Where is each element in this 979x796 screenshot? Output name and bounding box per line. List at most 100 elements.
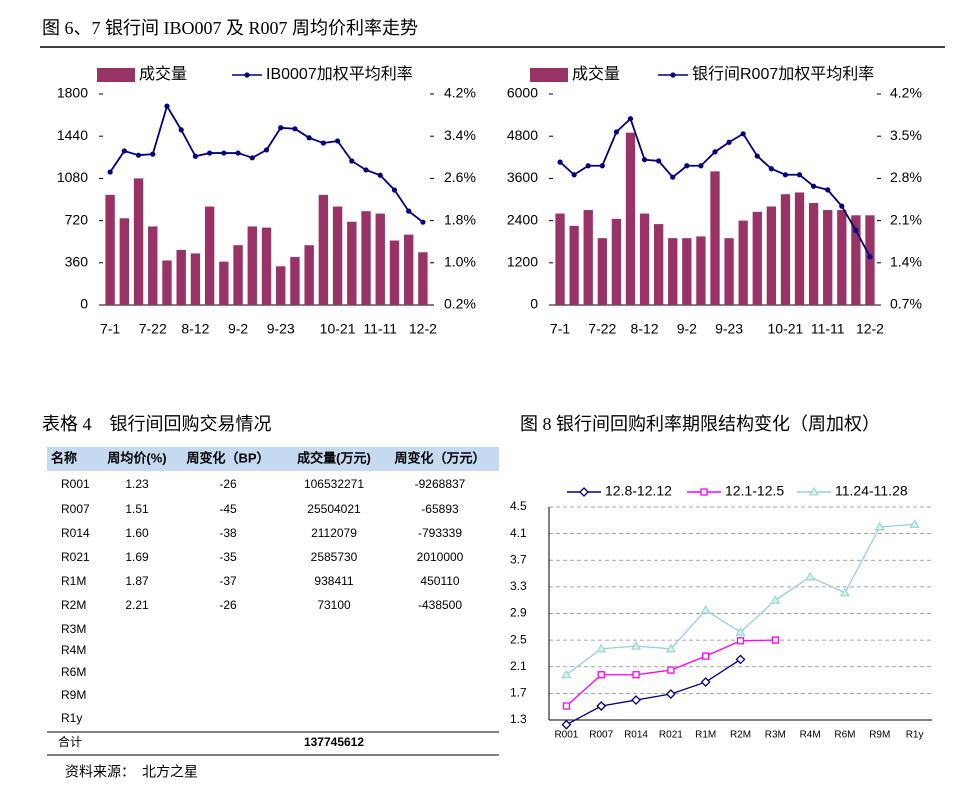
marker (596, 701, 607, 711)
marker (909, 519, 920, 528)
marker (391, 187, 398, 193)
marker (641, 157, 648, 163)
bar (668, 238, 678, 305)
bar (403, 234, 414, 305)
x-tick-label: 9-23 (715, 321, 743, 337)
line (109, 103, 424, 223)
marker (754, 153, 760, 159)
table-cell: -35 (219, 550, 237, 564)
bar (766, 206, 776, 305)
y-tick-label: 1200 (507, 254, 538, 270)
table-cell: R001 (61, 477, 90, 491)
table-cell: -38 (219, 526, 237, 540)
x-tick-label: R4M (800, 730, 821, 741)
y-tick-label: 3.3 (510, 579, 527, 593)
marker (596, 643, 607, 653)
marker (178, 127, 184, 133)
table-cell: 1.69 (125, 550, 149, 564)
bar (190, 253, 201, 305)
x-tick-label: 9-23 (267, 321, 295, 337)
legend-label: 成交量 (139, 65, 187, 83)
marker (599, 163, 605, 169)
marker (207, 150, 213, 156)
legend-label: IB0007加权平均利率 (266, 65, 413, 83)
y2-tick-label: 1.0% (444, 254, 476, 270)
marker (627, 116, 634, 122)
marker (561, 719, 572, 730)
bar (204, 206, 215, 305)
marker (263, 147, 270, 153)
marker (712, 149, 718, 155)
legend-label: 12.1-12.5 (725, 483, 784, 499)
y2-tick-label: 2.1% (890, 211, 922, 227)
y-tick-label: 1080 (57, 169, 88, 185)
x-tick-label: 9-2 (677, 321, 697, 337)
legend-swatch (530, 68, 568, 82)
y-tick-label: 3600 (507, 169, 538, 185)
bar (105, 194, 115, 305)
y2-tick-label: 4.2% (444, 85, 476, 101)
marker (320, 140, 326, 146)
table-header: 名称 (51, 450, 77, 465)
bar (361, 211, 371, 305)
table-cell: -37 (219, 574, 237, 588)
table-cell: -438500 (418, 598, 462, 612)
marker (406, 208, 412, 214)
y-tick-label: 4.1 (510, 526, 527, 540)
marker (809, 486, 819, 496)
marker (249, 155, 255, 161)
x-tick-label: 7-1 (100, 321, 120, 337)
y-tick-label: 1800 (57, 85, 88, 101)
table-cell: R2M (61, 598, 86, 612)
marker (235, 150, 241, 156)
bar (823, 210, 833, 305)
bar (865, 215, 875, 305)
bar (276, 266, 286, 305)
table-cell: R3M (61, 622, 86, 636)
marker (684, 163, 690, 169)
x-tick-label: 10-21 (768, 321, 804, 337)
marker (377, 172, 383, 178)
table-cell: 2585730 (311, 550, 358, 564)
y-tick-label: 0 (80, 296, 88, 312)
legend-swatch (97, 68, 135, 82)
marker (700, 605, 711, 614)
marker (825, 187, 831, 193)
source: 资料来源： 北方之星 (65, 764, 198, 780)
table-header-bg (47, 447, 499, 471)
table-cell: 450110 (420, 574, 459, 588)
y-tick-label: 1.7 (510, 686, 527, 700)
x-tick-label: R2M (730, 730, 751, 741)
bar (133, 178, 144, 305)
marker (665, 643, 676, 653)
marker (585, 163, 591, 169)
marker (632, 671, 640, 679)
bar (119, 218, 130, 305)
bar (176, 249, 186, 305)
marker (811, 183, 817, 189)
legend-label: 银行间R007加权平均利率 (692, 65, 874, 83)
table-cell: R4M (61, 643, 86, 657)
table-cell: 2.21 (125, 598, 149, 612)
marker (562, 702, 571, 710)
marker (670, 174, 676, 180)
marker (579, 487, 589, 497)
marker (244, 72, 250, 78)
table-cell: -26 (219, 598, 237, 612)
marker (107, 169, 113, 175)
bar (597, 238, 607, 305)
marker (839, 203, 845, 209)
table-cell: R014 (61, 526, 90, 540)
y-tick-label: 1.3 (510, 712, 527, 726)
legend-label: 12.8-12.12 (605, 483, 672, 499)
table-cell: 938411 (314, 574, 353, 588)
x-tick-label: 11-11 (363, 321, 397, 337)
table-cell: 25504021 (307, 502, 361, 516)
marker (782, 172, 789, 178)
marker (561, 669, 572, 679)
table-cell: R007 (61, 502, 90, 516)
x-tick-label: R9M (869, 730, 890, 741)
bar (555, 213, 565, 305)
table-cell: -9268837 (415, 477, 466, 491)
bar (304, 245, 314, 305)
